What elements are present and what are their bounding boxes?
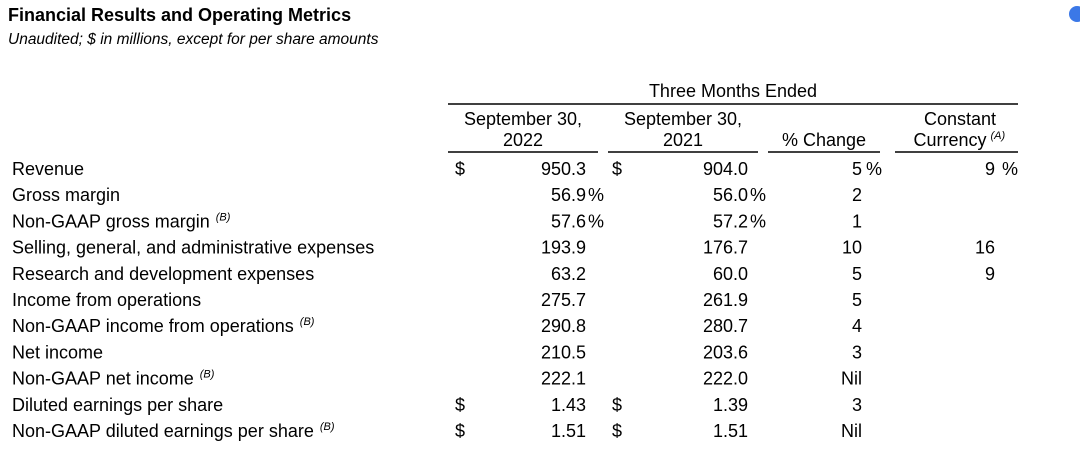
cell-value: 57.2 — [713, 211, 748, 231]
cell-value: 2 — [852, 185, 862, 205]
unit-sign: % — [750, 185, 766, 205]
row-label: Non-GAAP diluted earnings per share — [12, 421, 314, 441]
column-header: Constant — [924, 109, 996, 129]
cell-value: 1.51 — [713, 421, 748, 441]
cell-value: 275.7 — [541, 290, 586, 310]
cell-value: 16 — [975, 238, 995, 258]
column-header: 2021 — [663, 130, 703, 150]
row-note: (B) — [216, 211, 231, 223]
row-label: Gross margin — [12, 185, 120, 205]
unit-sign: % — [588, 211, 604, 231]
cell-value: 290.8 — [541, 316, 586, 336]
cell-value: 4 — [852, 316, 862, 336]
cell-value: 210.5 — [541, 342, 586, 362]
row-label: Revenue — [12, 159, 84, 179]
column-header: September 30, — [464, 109, 582, 129]
unit-sign: % — [750, 211, 766, 231]
column-note: (A) — [991, 130, 1006, 142]
unit-sign: % — [588, 185, 604, 205]
cell-value: 9 — [985, 264, 995, 284]
cell-value: 3 — [852, 395, 862, 415]
row-note: (B) — [300, 316, 315, 328]
cell-value: 1.39 — [713, 395, 748, 415]
subtitle: Unaudited; $ in millions, except for per… — [8, 31, 379, 48]
cell-value: 63.2 — [551, 264, 586, 284]
cell-value: 1 — [852, 211, 862, 231]
column-header: Currency — [913, 130, 986, 150]
cell-value: 222.1 — [541, 369, 586, 389]
cell-value: 950.3 — [541, 159, 586, 179]
currency-sign: $ — [455, 395, 465, 415]
column-header: 2022 — [503, 130, 543, 150]
title: Financial Results and Operating Metrics — [8, 5, 351, 25]
column-header: September 30, — [624, 109, 742, 129]
row-label: Diluted earnings per share — [12, 395, 223, 415]
cell-value: Nil — [841, 369, 862, 389]
cell-value: 904.0 — [703, 159, 748, 179]
unit-sign: % — [1002, 159, 1018, 179]
cell-value: 56.9 — [551, 185, 586, 205]
cell-value: 261.9 — [703, 290, 748, 310]
cell-value: 3 — [852, 342, 862, 362]
currency-sign: $ — [612, 159, 622, 179]
cell-value: 193.9 — [541, 238, 586, 258]
cell-value: 1.43 — [551, 395, 586, 415]
row-label: Net income — [12, 342, 103, 362]
row-label: Research and development expenses — [12, 264, 314, 284]
currency-sign: $ — [455, 159, 465, 179]
cell-value: 5 — [852, 264, 862, 284]
row-note: (B) — [200, 369, 215, 381]
cell-value: 280.7 — [703, 316, 748, 336]
row-label: Selling, general, and administrative exp… — [12, 238, 374, 258]
cell-value: 10 — [842, 238, 862, 258]
cell-value: 176.7 — [703, 238, 748, 258]
row-note: (B) — [320, 421, 335, 433]
cell-value: 5 — [852, 159, 862, 179]
badge-icon — [1069, 6, 1080, 22]
column-header: % Change — [782, 130, 866, 150]
row-label: Non-GAAP net income — [12, 369, 194, 389]
cell-value: 56.0 — [713, 185, 748, 205]
cell-value: 57.6 — [551, 211, 586, 231]
cell-value: 203.6 — [703, 342, 748, 362]
group-header: Three Months Ended — [649, 81, 817, 101]
row-label: Non-GAAP gross margin — [12, 211, 210, 231]
cell-value: 222.0 — [703, 369, 748, 389]
cell-value: 1.51 — [551, 421, 586, 441]
currency-sign: $ — [612, 421, 622, 441]
cell-value: Nil — [841, 421, 862, 441]
currency-sign: $ — [455, 421, 465, 441]
row-label: Income from operations — [12, 290, 201, 310]
cell-value: 60.0 — [713, 264, 748, 284]
row-label: Non-GAAP income from operations — [12, 316, 294, 336]
cell-value: 9 — [985, 159, 995, 179]
cell-value: 5 — [852, 290, 862, 310]
currency-sign: $ — [612, 395, 622, 415]
unit-sign: % — [866, 159, 882, 179]
